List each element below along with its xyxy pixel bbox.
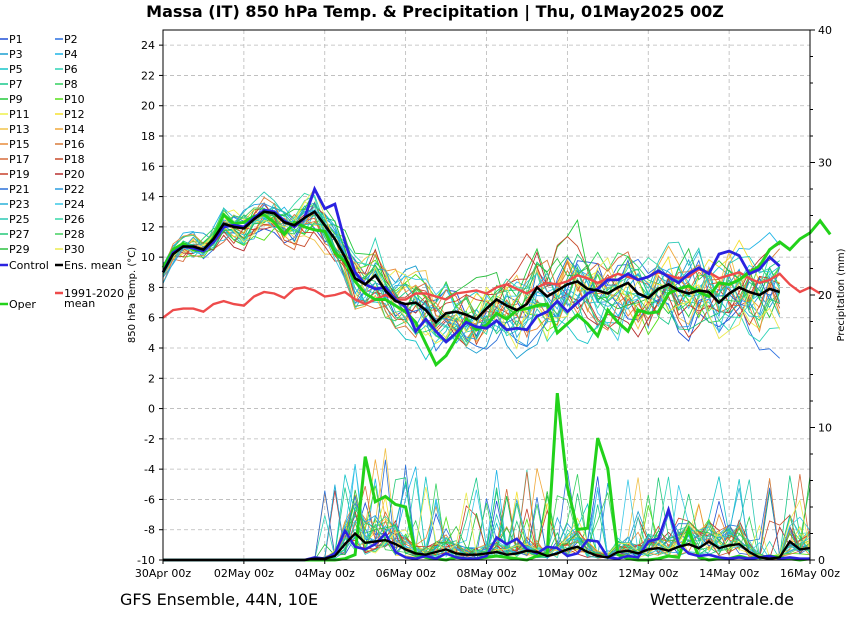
x-tick-label: 04May 00z bbox=[295, 567, 355, 580]
legend-label: 1991-2020 bbox=[64, 287, 124, 300]
member-temp-line bbox=[162, 189, 781, 328]
legend-label: P6 bbox=[64, 63, 78, 76]
x-tick-label: 14May 00z bbox=[699, 567, 759, 580]
legend-label: P2 bbox=[64, 33, 78, 46]
y2-tick-label: 0 bbox=[818, 554, 825, 567]
legend-label: P30 bbox=[64, 243, 85, 256]
member-temp-line bbox=[162, 196, 781, 339]
y-tick-label: 14 bbox=[141, 191, 155, 204]
legend-label: P18 bbox=[64, 153, 85, 166]
right-y-axis-ticks: 40 30 20 10 0 bbox=[810, 24, 832, 567]
x-tick-label: 10May 00z bbox=[537, 567, 597, 580]
legend-label: P17 bbox=[9, 153, 30, 166]
oper-temp-line bbox=[161, 212, 832, 368]
y-tick-label: 18 bbox=[141, 130, 155, 143]
legend-label: P3 bbox=[9, 48, 23, 61]
x-tick-label: 12May 00z bbox=[618, 567, 678, 580]
control-temp-line bbox=[161, 185, 781, 344]
main-series bbox=[161, 185, 832, 562]
legend-label: P9 bbox=[9, 93, 23, 106]
footer-model-label: GFS Ensemble, 44N, 10E bbox=[120, 590, 318, 609]
member-temp-line bbox=[162, 192, 781, 347]
x-tick-label: 08May 00z bbox=[456, 567, 516, 580]
legend-label: P10 bbox=[64, 93, 85, 106]
y-tick-label: -2 bbox=[144, 433, 155, 446]
footer-site-label: Wetterzentrale.de bbox=[650, 590, 794, 609]
y-tick-label: -6 bbox=[144, 493, 155, 506]
legend-label: P27 bbox=[9, 228, 30, 241]
legend-label: P25 bbox=[9, 213, 30, 226]
legend-label: P4 bbox=[64, 48, 78, 61]
legend-label: P23 bbox=[9, 198, 30, 211]
x-tick-label: 02May 00z bbox=[214, 567, 274, 580]
member-temp-line bbox=[162, 220, 781, 338]
legend-label: P24 bbox=[64, 198, 85, 211]
legend-label: P28 bbox=[64, 228, 85, 241]
legend-label: P7 bbox=[9, 78, 23, 91]
member-temp-line bbox=[162, 202, 780, 346]
y-tick-label: 2 bbox=[148, 372, 155, 385]
legend-label: P12 bbox=[64, 108, 85, 121]
y-tick-label: 4 bbox=[148, 342, 155, 355]
x-axis-ticks: 30Apr 00z 02May 00z 04May 00z 06May 00z 08Ma… bbox=[135, 560, 840, 580]
legend-label: P5 bbox=[9, 63, 23, 76]
legend-label: P14 bbox=[64, 123, 85, 136]
legend-label: P13 bbox=[9, 123, 30, 136]
y2-tick-label: 40 bbox=[818, 24, 832, 37]
legend-label: P8 bbox=[64, 78, 78, 91]
y-tick-label: 22 bbox=[141, 69, 155, 82]
legend-label: P15 bbox=[9, 138, 30, 151]
legend-label: Control bbox=[9, 259, 49, 272]
y-axis-label: 850 hPa Temp. (°C) bbox=[127, 247, 138, 343]
ens-mean-temp-line bbox=[161, 209, 781, 325]
x-tick-label: 06May 00z bbox=[376, 567, 436, 580]
y-tick-label: 8 bbox=[148, 281, 155, 294]
y2-tick-label: 20 bbox=[818, 289, 832, 302]
legend-label: P1 bbox=[9, 33, 23, 46]
y-tick-label: 0 bbox=[148, 403, 155, 416]
y-tick-label: 24 bbox=[141, 39, 155, 52]
y-tick-label: -10 bbox=[137, 554, 155, 567]
x-tick-label: 30Apr 00z bbox=[135, 567, 192, 580]
y-tick-label: 20 bbox=[141, 100, 155, 113]
legend-label: P11 bbox=[9, 108, 30, 121]
legend-label: mean bbox=[64, 297, 95, 310]
y2-tick-label: 30 bbox=[818, 157, 832, 170]
y-tick-label: 16 bbox=[141, 160, 155, 173]
y2-tick-label: 10 bbox=[818, 422, 832, 435]
member-temp-line bbox=[162, 208, 781, 323]
legend-label: P16 bbox=[64, 138, 85, 151]
x-tick-label: 16May 00z bbox=[780, 567, 840, 580]
x-axis-label: Date (UTC) bbox=[460, 585, 515, 596]
member-temp-line bbox=[162, 191, 781, 337]
legend-label: P19 bbox=[9, 168, 30, 181]
y2-axis-label: Precipitation (mm) bbox=[836, 248, 847, 341]
legend-label: P20 bbox=[64, 168, 85, 181]
legend-label: Oper bbox=[9, 298, 36, 311]
member-temp-line bbox=[162, 203, 781, 359]
legend-label: P22 bbox=[64, 183, 85, 196]
legend-label: Ens. mean bbox=[64, 259, 122, 272]
legend-label: P29 bbox=[9, 243, 30, 256]
legend-label: P26 bbox=[64, 213, 85, 226]
chart-title: Massa (IT) 850 hPa Temp. & Precipitation… bbox=[146, 2, 724, 22]
y-tick-label: 12 bbox=[141, 221, 155, 234]
y-tick-label: 10 bbox=[141, 251, 155, 264]
legend-label: P21 bbox=[9, 183, 30, 196]
member-temp-line bbox=[162, 203, 781, 347]
y-tick-label: -4 bbox=[144, 463, 155, 476]
y-tick-label: -8 bbox=[144, 524, 155, 537]
legend: P1 P2 P3 P4 P5 P6 P7 P8 P9 P10 P11 P12 P13 P14 P15 P16 P… bbox=[0, 33, 124, 311]
y-tick-label: 6 bbox=[148, 312, 155, 325]
